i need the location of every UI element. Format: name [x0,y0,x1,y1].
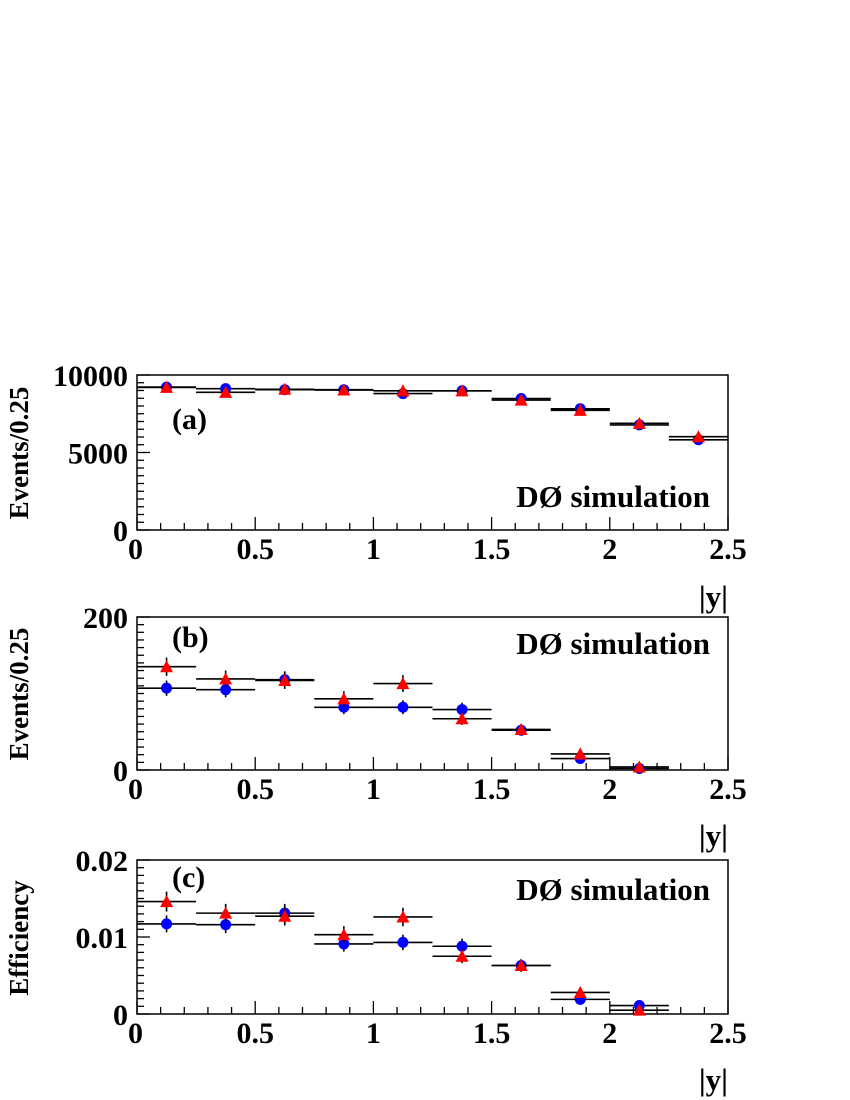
y-tick-label-b: 0 [113,755,128,788]
panel-label-b: (b) [172,621,209,654]
data-point-circle [220,919,232,931]
x-tick-label-c: 0 [128,1017,143,1050]
x-tick-label-a: 2 [602,533,617,566]
data-point-circle [456,940,468,952]
x-tick-label-b: 2.5 [709,773,747,806]
y-tick-label-b: 200 [83,602,128,635]
xlabel-c: |y| [699,1062,728,1097]
x-tick-label-c: 2 [602,1017,617,1050]
x-tick-label-c: 1.5 [473,1017,511,1050]
ylabel-c: Efficiency [4,880,34,996]
x-tick-label-a: 1.5 [473,533,511,566]
data-point-triangle [396,910,410,923]
y-tick-label-c: 0 [113,999,128,1032]
data-point-triangle [573,985,587,998]
data-point-triangle [514,722,528,735]
y-tick-label-a: 10000 [53,360,128,393]
data-point-circle [220,684,232,696]
data-point-triangle [573,747,587,760]
data-point-triangle [514,958,528,972]
data-point-triangle [632,1003,646,1016]
data-point-circle [397,936,409,948]
data-point-triangle [278,909,292,922]
simulation-label-a: DØ simulation [516,479,710,514]
y-tick-label-a: 0 [113,515,128,548]
data-point-triangle [219,906,233,919]
x-tick-label-c: 2.5 [709,1017,747,1050]
data-point-triangle [455,712,469,725]
x-tick-label-b: 2 [602,773,617,806]
xlabel-b: |y| [699,818,728,853]
series-triangles-a [137,380,728,443]
data-point-triangle [396,384,410,397]
x-tick-label-b: 1.5 [473,773,511,806]
data-point-circle [456,704,468,716]
panel-a: Events/0.25 (a) DØ simulation |y| 0 0.5 1 1… [4,360,747,614]
y-tick-label-a: 5000 [68,438,128,471]
series-triangles-b [137,657,669,773]
data-point-triangle [396,677,410,690]
x-tick-label-b: 0.5 [236,773,274,806]
x-tick-label-c: 0.5 [236,1017,274,1050]
panel-c: Efficiency (c) DØ simulation |y| 0 0.5 1 1.… [4,845,747,1097]
y-tick-label-c: 0.01 [76,922,129,955]
data-point-circle [161,918,173,930]
series-triangles-c [137,891,669,1016]
data-point-triangle [455,949,469,962]
ylabel-b: Events/0.25 [4,628,34,761]
data-point-triangle [219,672,233,685]
data-point-triangle [337,383,351,396]
data-point-triangle [455,384,469,397]
simulation-label-b: DØ simulation [516,626,710,661]
data-point-triangle [278,382,292,395]
data-point-circle [338,701,350,713]
data-point-triangle [160,895,174,908]
data-point-circle [338,938,350,950]
x-tick-label-a: 2.5 [709,533,747,566]
xlabel-a: |y| [699,579,728,614]
data-point-triangle [219,385,233,398]
data-point-circle [161,682,173,694]
x-tick-label-a: 1 [366,533,381,566]
x-tick-label-b: 0 [128,773,143,806]
x-tick-label-c: 1 [366,1017,381,1050]
data-point-triangle [632,416,646,429]
data-point-circle [397,701,409,713]
data-point-triangle [278,673,292,687]
ylabel-a: Events/0.25 [4,387,34,520]
panel-b: Events/0.25 (b) DØ simulation |y| 0 0.5 1 1… [4,602,747,853]
data-point-triangle [514,393,528,406]
panel-label-c: (c) [172,861,205,894]
x-tick-label-a: 0 [128,533,143,566]
data-point-triangle [160,660,174,673]
data-point-triangle [691,430,705,443]
data-point-triangle [337,928,351,941]
x-tick-label-a: 0.5 [236,533,274,566]
y-tick-label-c: 0.02 [76,845,129,878]
data-point-triangle [573,403,587,416]
data-point-triangle [337,692,351,705]
data-point-triangle [632,760,646,773]
panel-label-a: (a) [172,403,207,436]
x-tick-label-b: 1 [366,773,381,806]
simulation-label-c: DØ simulation [516,872,710,907]
data-point-triangle [160,380,174,393]
